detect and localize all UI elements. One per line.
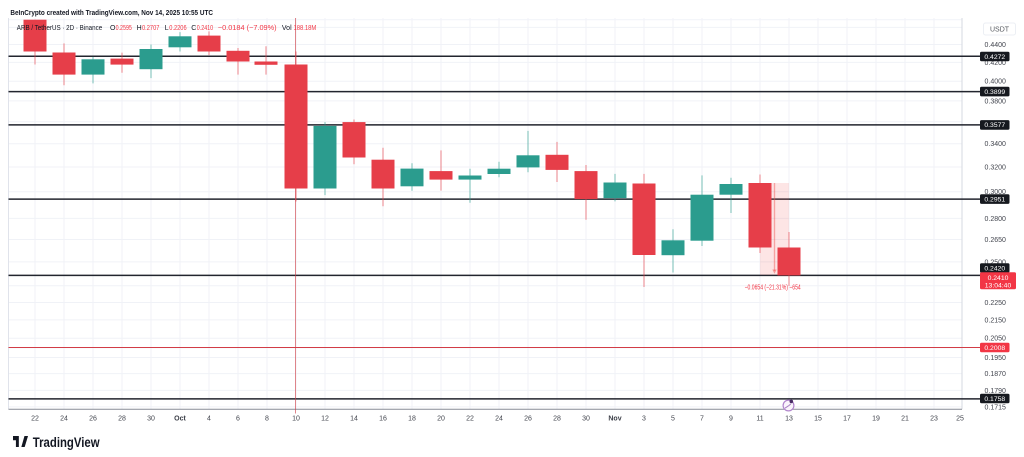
svg-text:8: 8 [265,416,269,423]
svg-text:Vol: Vol [282,25,292,32]
svg-text:30: 30 [147,416,155,423]
svg-text:24: 24 [495,416,503,423]
svg-text:16: 16 [379,416,387,423]
svg-text:22: 22 [31,416,39,423]
svg-text:0.3400: 0.3400 [985,141,1007,148]
svg-text:H: H [137,25,142,32]
svg-text:TradingView: TradingView [33,435,100,450]
svg-text:10: 10 [292,416,300,423]
svg-text:0.2800: 0.2800 [985,216,1007,223]
svg-text:0.2250: 0.2250 [985,300,1007,307]
svg-text:0.2595: 0.2595 [116,25,132,32]
svg-text:26: 26 [524,416,532,423]
svg-text:ARB / TetherUS · 2D · Binance: ARB / TetherUS · 2D · Binance [17,25,102,32]
svg-text:12: 12 [321,416,329,423]
svg-text:0.1715: 0.1715 [985,404,1007,411]
svg-text:15: 15 [814,416,822,423]
svg-text:0.4400: 0.4400 [985,42,1007,49]
svg-text:0.2500: 0.2500 [985,259,1007,266]
svg-text:17: 17 [843,416,851,423]
svg-text:0.2206: 0.2206 [169,25,186,32]
svg-text:L: L [165,25,169,32]
svg-text:0.1790: 0.1790 [985,388,1007,395]
svg-text:18: 18 [408,416,416,423]
svg-text:0.1950: 0.1950 [985,355,1007,362]
svg-text:20: 20 [437,416,445,423]
svg-text:Oct: Oct [174,416,186,423]
svg-text:Nov: Nov [608,416,621,423]
svg-text:0.3000: 0.3000 [985,189,1007,196]
svg-text:19: 19 [872,416,880,423]
svg-text:0.1758: 0.1758 [984,396,1005,403]
svg-text:24: 24 [60,416,68,423]
svg-text:0.2420: 0.2420 [984,265,1005,272]
svg-text:0.2008: 0.2008 [984,345,1005,352]
svg-text:5: 5 [671,416,675,423]
svg-text:C: C [191,25,196,32]
svg-text:22: 22 [466,416,474,423]
svg-text:4: 4 [207,416,211,423]
svg-text:3: 3 [642,416,646,423]
svg-text:26: 26 [89,416,97,423]
svg-text:23: 23 [930,416,938,423]
svg-text:30: 30 [582,416,590,423]
svg-text:7: 7 [700,416,704,423]
svg-text:11: 11 [756,416,763,423]
svg-text:0.2951: 0.2951 [984,196,1005,203]
svg-text:9: 9 [729,416,733,423]
svg-text:0.3800: 0.3800 [985,98,1007,105]
svg-text:188.18M: 188.18M [294,25,317,32]
svg-text:0.2050: 0.2050 [985,336,1007,343]
svg-text:0.4000: 0.4000 [985,79,1007,86]
svg-text:0.2707: 0.2707 [142,25,159,32]
svg-text:0.2410: 0.2410 [988,275,1009,282]
svg-text:28: 28 [553,416,561,423]
svg-text:BeInCrypto created with Tradin: BeInCrypto created with TradingView.com,… [10,8,213,17]
svg-text:25: 25 [956,416,964,423]
svg-text:O: O [110,25,116,32]
svg-text:0.1870: 0.1870 [985,371,1007,378]
svg-text:−0.0184 (−7.09%): −0.0184 (−7.09%) [218,25,277,32]
svg-text:21: 21 [901,416,909,423]
svg-text:0.4200: 0.4200 [985,60,1007,67]
svg-text:−0.0654 (−21.31%) −654: −0.0654 (−21.31%) −654 [745,285,801,292]
svg-text:14: 14 [350,416,358,423]
svg-text:0.3899: 0.3899 [984,89,1005,96]
svg-text:USDT: USDT [990,26,1010,33]
svg-text:0.3577: 0.3577 [984,122,1005,129]
svg-text:0.2150: 0.2150 [985,317,1007,324]
svg-text:6: 6 [236,416,240,423]
svg-text:13: 13 [785,416,793,423]
svg-text:0.2410: 0.2410 [197,25,213,32]
svg-text:28: 28 [118,416,126,423]
svg-text:0.3200: 0.3200 [985,164,1007,171]
svg-text:13:04:40: 13:04:40 [985,283,1012,290]
svg-text:0.4272: 0.4272 [984,54,1005,61]
svg-text:0.2650: 0.2650 [985,237,1007,244]
